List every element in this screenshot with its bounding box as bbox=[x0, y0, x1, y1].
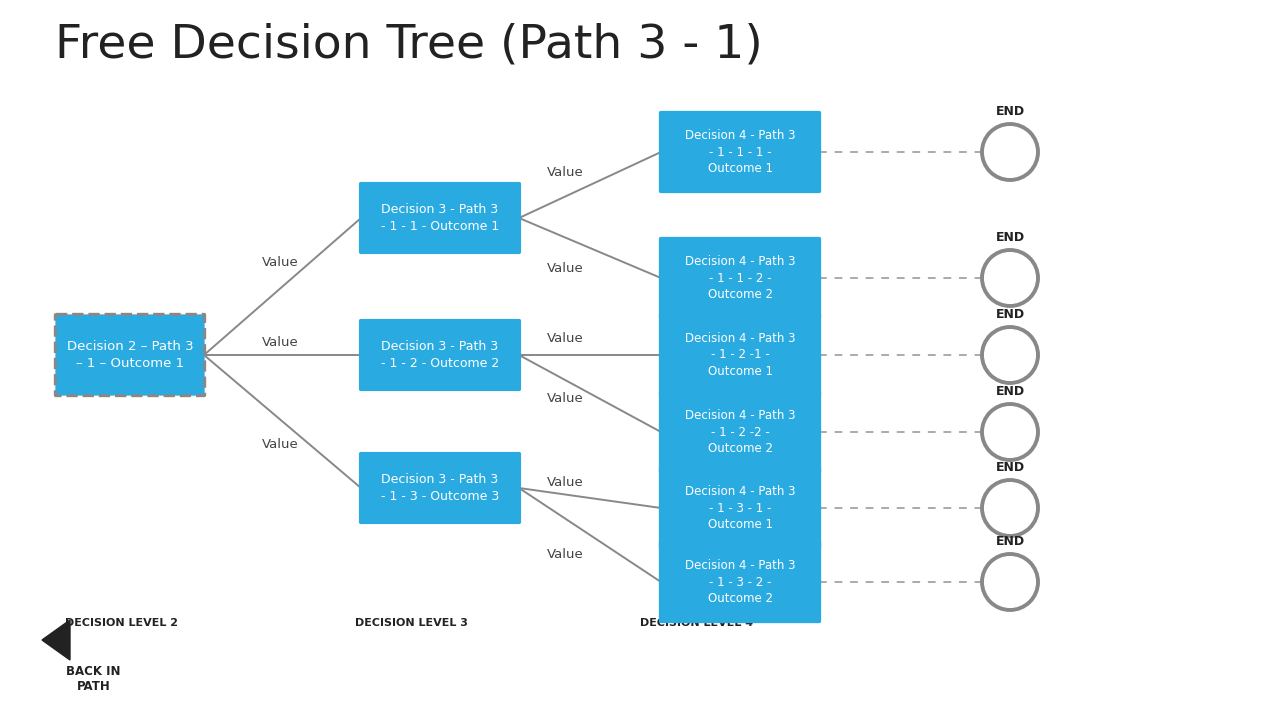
Text: Value: Value bbox=[547, 547, 584, 560]
FancyBboxPatch shape bbox=[55, 315, 205, 396]
Text: Value: Value bbox=[547, 331, 584, 344]
FancyBboxPatch shape bbox=[361, 320, 520, 390]
Text: Decision 4 - Path 3
- 1 - 2 -1 -
Outcome 1: Decision 4 - Path 3 - 1 - 2 -1 - Outcome… bbox=[685, 332, 795, 378]
Text: Decision 3 - Path 3
- 1 - 3 - Outcome 3: Decision 3 - Path 3 - 1 - 3 - Outcome 3 bbox=[381, 473, 499, 503]
Text: Decision 4 - Path 3
- 1 - 1 - 2 -
Outcome 2: Decision 4 - Path 3 - 1 - 1 - 2 - Outcom… bbox=[685, 255, 795, 301]
Text: Decision 4 - Path 3
- 1 - 3 - 2 -
Outcome 2: Decision 4 - Path 3 - 1 - 3 - 2 - Outcom… bbox=[685, 559, 795, 605]
Text: DECISION LEVEL 3: DECISION LEVEL 3 bbox=[355, 618, 468, 628]
FancyBboxPatch shape bbox=[660, 542, 819, 621]
FancyBboxPatch shape bbox=[660, 392, 819, 472]
FancyBboxPatch shape bbox=[660, 315, 819, 395]
Text: Value: Value bbox=[547, 475, 584, 488]
Text: Value: Value bbox=[261, 438, 298, 451]
Text: Free Decision Tree (Path 3 - 1): Free Decision Tree (Path 3 - 1) bbox=[55, 22, 763, 67]
Text: Decision 4 - Path 3
- 1 - 1 - 1 -
Outcome 1: Decision 4 - Path 3 - 1 - 1 - 1 - Outcom… bbox=[685, 129, 795, 175]
Text: Decision 3 - Path 3
- 1 - 2 - Outcome 2: Decision 3 - Path 3 - 1 - 2 - Outcome 2 bbox=[381, 341, 499, 370]
FancyBboxPatch shape bbox=[361, 184, 520, 253]
Text: Value: Value bbox=[547, 261, 584, 274]
Text: Decision 3 - Path 3
- 1 - 1 - Outcome 1: Decision 3 - Path 3 - 1 - 1 - Outcome 1 bbox=[381, 203, 499, 233]
FancyBboxPatch shape bbox=[660, 469, 819, 548]
Text: Decision 2 – Path 3
– 1 – Outcome 1: Decision 2 – Path 3 – 1 – Outcome 1 bbox=[67, 341, 193, 370]
Text: Decision 4 - Path 3
- 1 - 3 - 1 -
Outcome 1: Decision 4 - Path 3 - 1 - 3 - 1 - Outcom… bbox=[685, 485, 795, 531]
FancyBboxPatch shape bbox=[660, 238, 819, 318]
Text: END: END bbox=[996, 231, 1024, 244]
Text: Value: Value bbox=[547, 392, 584, 405]
FancyBboxPatch shape bbox=[660, 112, 819, 192]
Text: Decision 4 - Path 3
- 1 - 2 -2 -
Outcome 2: Decision 4 - Path 3 - 1 - 2 -2 - Outcome… bbox=[685, 409, 795, 455]
Text: END: END bbox=[996, 308, 1024, 321]
Text: END: END bbox=[996, 535, 1024, 548]
Text: END: END bbox=[996, 105, 1024, 118]
Text: END: END bbox=[996, 385, 1024, 398]
Text: Value: Value bbox=[547, 166, 584, 179]
Text: BACK IN
PATH: BACK IN PATH bbox=[67, 665, 120, 693]
FancyBboxPatch shape bbox=[361, 454, 520, 523]
Text: DECISION LEVEL 2: DECISION LEVEL 2 bbox=[65, 618, 178, 628]
Text: END: END bbox=[996, 461, 1024, 474]
Text: Value: Value bbox=[261, 336, 298, 349]
Text: DECISION LEVEL 4: DECISION LEVEL 4 bbox=[640, 618, 753, 628]
Polygon shape bbox=[42, 620, 70, 660]
Text: Value: Value bbox=[261, 256, 298, 269]
